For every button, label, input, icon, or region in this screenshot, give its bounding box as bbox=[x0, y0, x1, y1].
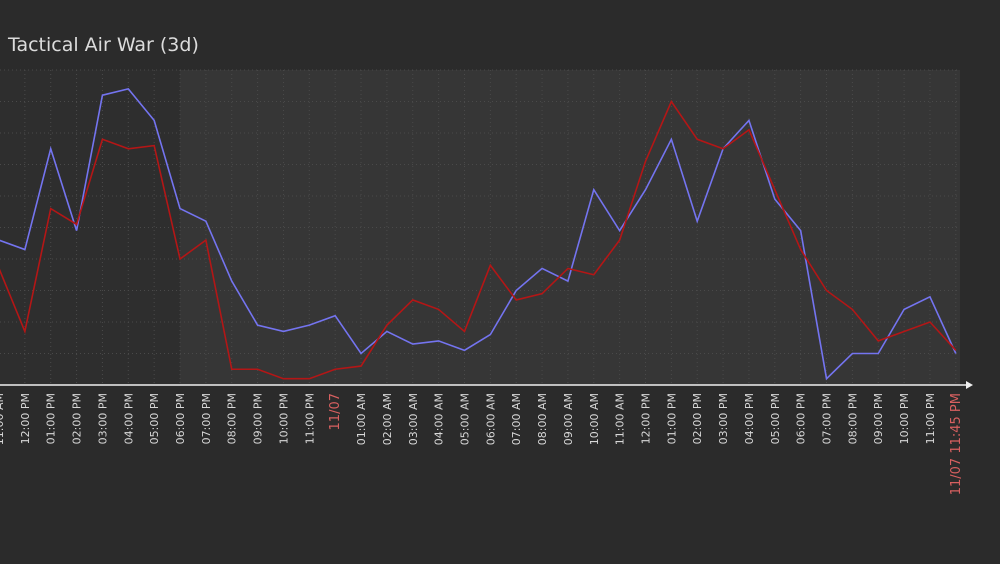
x-tick-label: 12:00 PM bbox=[640, 393, 653, 444]
x-tick-label: 06:00 AM bbox=[484, 393, 497, 445]
x-tick-label: 10:00 PM bbox=[277, 393, 290, 444]
x-tick-label: 12:00 PM bbox=[19, 393, 32, 444]
x-tick-label: 11/07 11:45 PM bbox=[949, 393, 964, 495]
x-axis-arrow bbox=[966, 381, 973, 389]
x-tick-label: 08:00 PM bbox=[226, 393, 239, 444]
x-tick-label: 05:00 PM bbox=[148, 393, 161, 444]
x-tick-label: 04:00 PM bbox=[122, 393, 135, 444]
x-tick-label: 08:00 PM bbox=[846, 393, 859, 444]
x-tick-label: 03:00 PM bbox=[96, 393, 109, 444]
x-tick-label: 02:00 PM bbox=[71, 393, 84, 444]
x-tick-label: 10:00 PM bbox=[898, 393, 911, 444]
x-tick-label: 11:00 AM bbox=[614, 393, 627, 445]
x-tick-label: 11:00 PM bbox=[303, 393, 316, 444]
x-tick-label: 03:00 AM bbox=[407, 393, 420, 445]
x-tick-label: 02:00 PM bbox=[691, 393, 704, 444]
x-tick-label: 02:00 AM bbox=[381, 393, 394, 445]
x-tick-label: 07:00 AM bbox=[510, 393, 523, 445]
x-tick-label: 06:00 PM bbox=[174, 393, 187, 444]
x-tick-label: 07:00 PM bbox=[821, 393, 834, 444]
series-line bbox=[0, 88, 957, 381]
x-tick-label: 11:00 AM bbox=[0, 393, 6, 445]
x-tick-label: 05:00 PM bbox=[769, 393, 782, 444]
x-tick-label: 07:00 PM bbox=[200, 393, 213, 444]
x-tick-label: 05:00 AM bbox=[458, 393, 471, 445]
x-tick-label: 01:00 PM bbox=[665, 393, 678, 444]
x-tick-label: 06:00 PM bbox=[795, 393, 808, 444]
x-tick-label: 11:00 PM bbox=[924, 393, 937, 444]
chart-title: Tactical Air War (3d) bbox=[7, 34, 199, 56]
x-tick-label: 10:00 AM bbox=[588, 393, 601, 445]
x-tick-label: 01:00 AM bbox=[355, 393, 368, 445]
x-tick-label: 09:00 AM bbox=[562, 393, 575, 445]
x-tick-label: 11/07 bbox=[328, 393, 343, 430]
x-tick-label: 09:00 PM bbox=[872, 393, 885, 444]
x-tick-label: 09:00 PM bbox=[252, 393, 265, 444]
x-tick-label: 03:00 PM bbox=[717, 393, 730, 444]
series-line bbox=[0, 99, 957, 380]
x-tick-label: 01:00 PM bbox=[45, 393, 58, 444]
x-tick-label: 04:00 PM bbox=[743, 393, 756, 444]
x-tick-label: 08:00 AM bbox=[536, 393, 549, 445]
x-tick-label: 04:00 AM bbox=[433, 393, 446, 445]
